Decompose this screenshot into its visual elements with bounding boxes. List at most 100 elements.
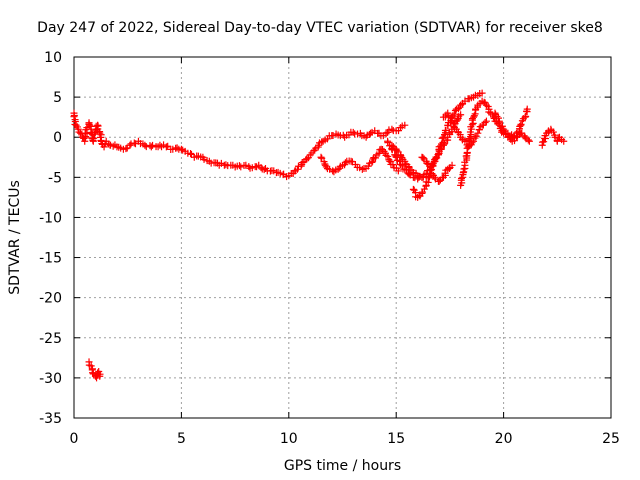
data-point-marker (498, 122, 506, 130)
data-point-marker (459, 169, 467, 177)
data-point-marker (495, 118, 503, 126)
data-point-marker (447, 116, 455, 124)
data-point-marker (90, 134, 98, 142)
data-point-marker (464, 143, 472, 151)
data-point-marker (448, 161, 456, 169)
y-tick-label: -5 (48, 170, 62, 186)
data-point-marker (426, 162, 434, 170)
data-point-marker (91, 130, 99, 138)
data-point-marker (388, 125, 396, 133)
data-point-marker (475, 126, 483, 134)
y-axis-label: SDTVAR / TECUs (7, 180, 23, 295)
data-point-marker (482, 117, 490, 125)
data-point-marker (478, 89, 486, 97)
x-tick-label: 25 (602, 431, 620, 447)
data-point-marker (382, 130, 390, 138)
data-point-marker (162, 143, 170, 151)
data-point-marker (523, 105, 531, 113)
y-tick-label: 0 (53, 130, 62, 146)
data-point-marker (401, 121, 409, 129)
data-point-marker (525, 137, 533, 145)
data-point-marker (474, 129, 482, 137)
data-point-marker (366, 129, 374, 137)
data-point-marker (549, 128, 557, 136)
y-tick-label: -15 (39, 251, 62, 267)
data-point-marker (393, 147, 401, 155)
data-point-marker (553, 137, 561, 145)
chart-title: Day 247 of 2022, Sidereal Day-to-day VTE… (37, 20, 603, 36)
data-point-marker (96, 129, 104, 137)
data-point-marker (388, 141, 396, 149)
data-point-marker (149, 141, 157, 149)
data-point-marker (126, 141, 134, 149)
data-point-marker (481, 119, 489, 127)
data-point-marker (83, 130, 91, 138)
data-point-marker (517, 120, 525, 128)
data-point-marker (385, 126, 393, 134)
data-point-marker (384, 152, 392, 160)
data-point-marker (245, 163, 253, 171)
axis-ticks: 0 5 10 15 20 25 -35 -30 -25 -20 -15 -10 -5 0 5 10 (39, 50, 620, 447)
data-point-marker (423, 159, 431, 167)
data-point-marker (242, 161, 250, 169)
x-axis-label: GPS time / hours (284, 458, 401, 474)
data-point-marker (164, 142, 172, 150)
data-point-marker (522, 112, 530, 120)
data-point-marker (96, 372, 104, 380)
data-point-marker (368, 158, 376, 166)
y-tick-label: -25 (39, 331, 62, 347)
data-point-marker (358, 165, 366, 173)
data-point-marker (375, 149, 383, 157)
data-point-marker (469, 119, 477, 127)
x-tick-label: 15 (387, 431, 405, 447)
y-tick-label: -35 (39, 411, 62, 427)
data-point-marker (457, 174, 465, 182)
data-point-marker (237, 163, 245, 171)
y-tick-label: -10 (39, 210, 62, 226)
data-point-marker (433, 154, 441, 162)
x-tick-label: 10 (280, 431, 298, 447)
data-point-marker (87, 362, 95, 370)
grid-lines (74, 57, 611, 418)
data-point-marker (554, 134, 562, 142)
data-point-marker (396, 160, 404, 168)
data-point-marker (100, 143, 108, 151)
data-point-marker (329, 167, 337, 175)
data-point-marker (396, 124, 404, 132)
data-point-marker (303, 155, 311, 163)
data-point-marker (524, 136, 532, 144)
data-point-marker (317, 153, 325, 161)
data-point-marker (560, 137, 568, 145)
data-point-marker (540, 138, 548, 146)
data-point-marker (326, 165, 334, 173)
data-point-marker (177, 145, 185, 153)
data-point-marker (435, 177, 443, 185)
y-tick-label: -30 (39, 371, 62, 387)
data-point-marker (349, 128, 357, 136)
data-point-marker (173, 144, 181, 152)
data-point-marker (494, 114, 502, 122)
y-tick-label: 10 (44, 50, 62, 66)
data-point-marker (382, 151, 390, 159)
data-point-marker (427, 166, 435, 174)
data-point-marker (371, 154, 379, 162)
data-point-marker (470, 113, 478, 121)
data-point-marker (298, 159, 306, 167)
data-point-marker (419, 154, 427, 162)
data-point-marker (260, 166, 268, 174)
data-point-marker (442, 126, 450, 134)
data-point-marker (454, 116, 462, 124)
data-point-marker (81, 137, 89, 145)
data-point-marker (130, 139, 138, 147)
data-point-marker (389, 161, 397, 169)
y-tick-label: -20 (39, 291, 62, 307)
data-point-marker (512, 129, 520, 137)
x-tick-label: 20 (495, 431, 513, 447)
data-point-marker (451, 120, 459, 128)
x-tick-label: 0 (70, 431, 79, 447)
data-point-marker (86, 121, 94, 129)
data-point-marker (293, 165, 301, 173)
data-point-marker (493, 112, 501, 120)
data-points (70, 89, 568, 382)
